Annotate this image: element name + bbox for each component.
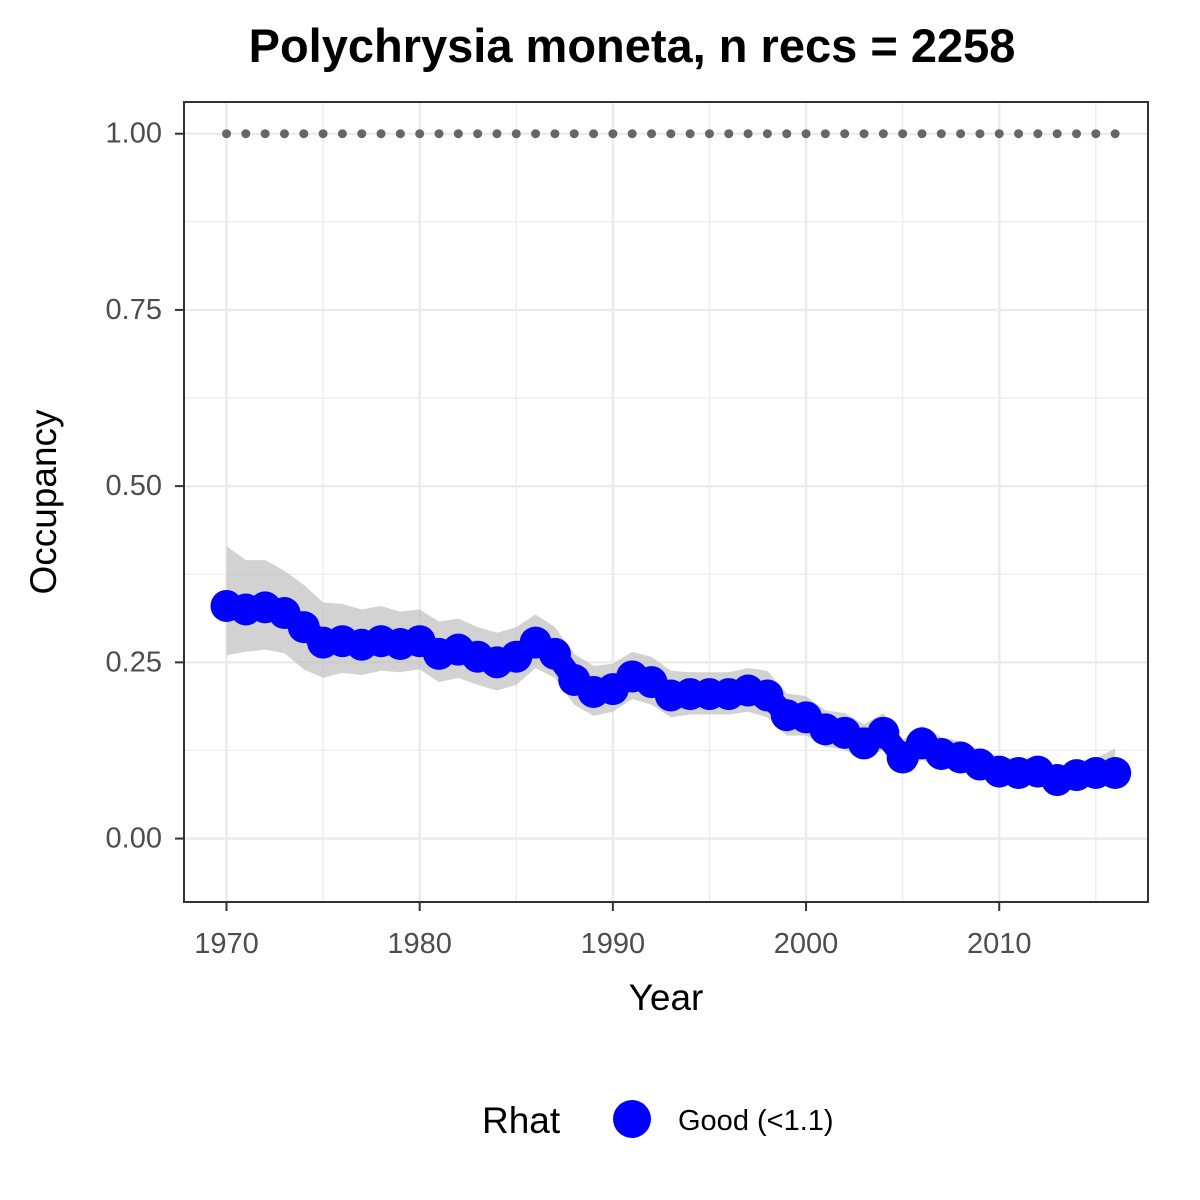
reference-point — [608, 129, 618, 139]
reference-point — [685, 129, 695, 139]
chart-title: Polychrysia moneta, n recs = 2258 — [249, 19, 1016, 72]
reference-point — [376, 129, 386, 139]
reference-line-points — [222, 129, 1120, 139]
reference-point — [975, 129, 985, 139]
y-tick-label: 1.00 — [106, 118, 162, 150]
reference-point — [704, 129, 714, 139]
reference-point — [724, 129, 734, 139]
y-tick-label: 0.50 — [106, 470, 162, 502]
reference-point — [318, 129, 328, 139]
reference-point — [820, 129, 830, 139]
y-tick: 0.75 — [106, 294, 184, 326]
reference-point — [859, 129, 869, 139]
panel-border — [183, 101, 1149, 903]
x-tick-label: 2000 — [774, 928, 839, 960]
y-tick-label: 0.75 — [106, 294, 162, 326]
y-tick: 0.25 — [106, 646, 184, 678]
reference-point — [453, 129, 463, 139]
x-axis: 1970 1980 1990 2000 2010 — [194, 902, 1032, 960]
x-tick-label: 1970 — [194, 928, 259, 960]
x-tick-label: 2010 — [967, 928, 1032, 960]
reference-point — [994, 129, 1004, 139]
legend-key-symbol — [613, 1100, 651, 1138]
occupancy-point — [1099, 757, 1132, 790]
reference-point — [917, 129, 927, 139]
reference-point — [1110, 129, 1120, 139]
occupancy-points — [210, 589, 1132, 797]
reference-point — [1052, 129, 1062, 139]
reference-point — [627, 129, 637, 139]
legend-entry-label: Good (<1.1) — [678, 1105, 834, 1137]
reference-point — [492, 129, 502, 139]
reference-point — [666, 129, 676, 139]
reference-point — [782, 129, 792, 139]
y-axis: 0.00 0.25 0.50 0.75 1.00 — [106, 118, 184, 855]
reference-point — [337, 129, 347, 139]
reference-point — [415, 129, 425, 139]
y-tick: 0.50 — [106, 470, 184, 502]
reference-point — [222, 129, 232, 139]
reference-point — [647, 129, 657, 139]
y-axis-title: Occupancy — [23, 409, 64, 595]
reference-point — [762, 129, 772, 139]
reference-point — [1072, 129, 1082, 139]
reference-point — [956, 129, 966, 139]
reference-point — [434, 129, 444, 139]
reference-point — [511, 129, 521, 139]
legend-title: Rhat — [482, 1100, 561, 1141]
reference-point — [1091, 129, 1101, 139]
x-tick: 1980 — [387, 902, 452, 960]
occupancy-point — [538, 637, 571, 670]
x-tick-label: 1980 — [387, 928, 452, 960]
y-tick-label: 0.25 — [106, 646, 162, 678]
reference-point — [1033, 129, 1043, 139]
reference-point — [569, 129, 579, 139]
reference-point — [898, 129, 908, 139]
reference-point — [1014, 129, 1024, 139]
reference-point — [357, 129, 367, 139]
reference-point — [936, 129, 946, 139]
reference-point — [878, 129, 888, 139]
y-tick: 0.00 — [106, 823, 184, 855]
reference-point — [531, 129, 541, 139]
reference-point — [550, 129, 560, 139]
occupancy-point — [867, 716, 900, 749]
y-tick-label: 0.00 — [106, 823, 162, 855]
reference-point — [279, 129, 289, 139]
reference-point — [801, 129, 811, 139]
reference-point — [840, 129, 850, 139]
reference-point — [260, 129, 270, 139]
x-tick: 2010 — [967, 902, 1032, 960]
reference-point — [241, 129, 251, 139]
legend: Rhat Good (<1.1) — [482, 1100, 834, 1141]
x-tick: 2000 — [774, 902, 839, 960]
x-tick-label: 1990 — [581, 928, 646, 960]
x-axis-title: Year — [629, 977, 704, 1018]
reference-point — [743, 129, 753, 139]
occupancy-point — [751, 679, 784, 712]
reference-point — [473, 129, 483, 139]
reference-point — [589, 129, 599, 139]
y-tick: 1.00 — [106, 118, 184, 150]
reference-point — [299, 129, 309, 139]
reference-point — [395, 129, 405, 139]
grid-minor — [184, 102, 1148, 902]
x-tick: 1970 — [194, 902, 259, 960]
x-tick: 1990 — [581, 902, 646, 960]
